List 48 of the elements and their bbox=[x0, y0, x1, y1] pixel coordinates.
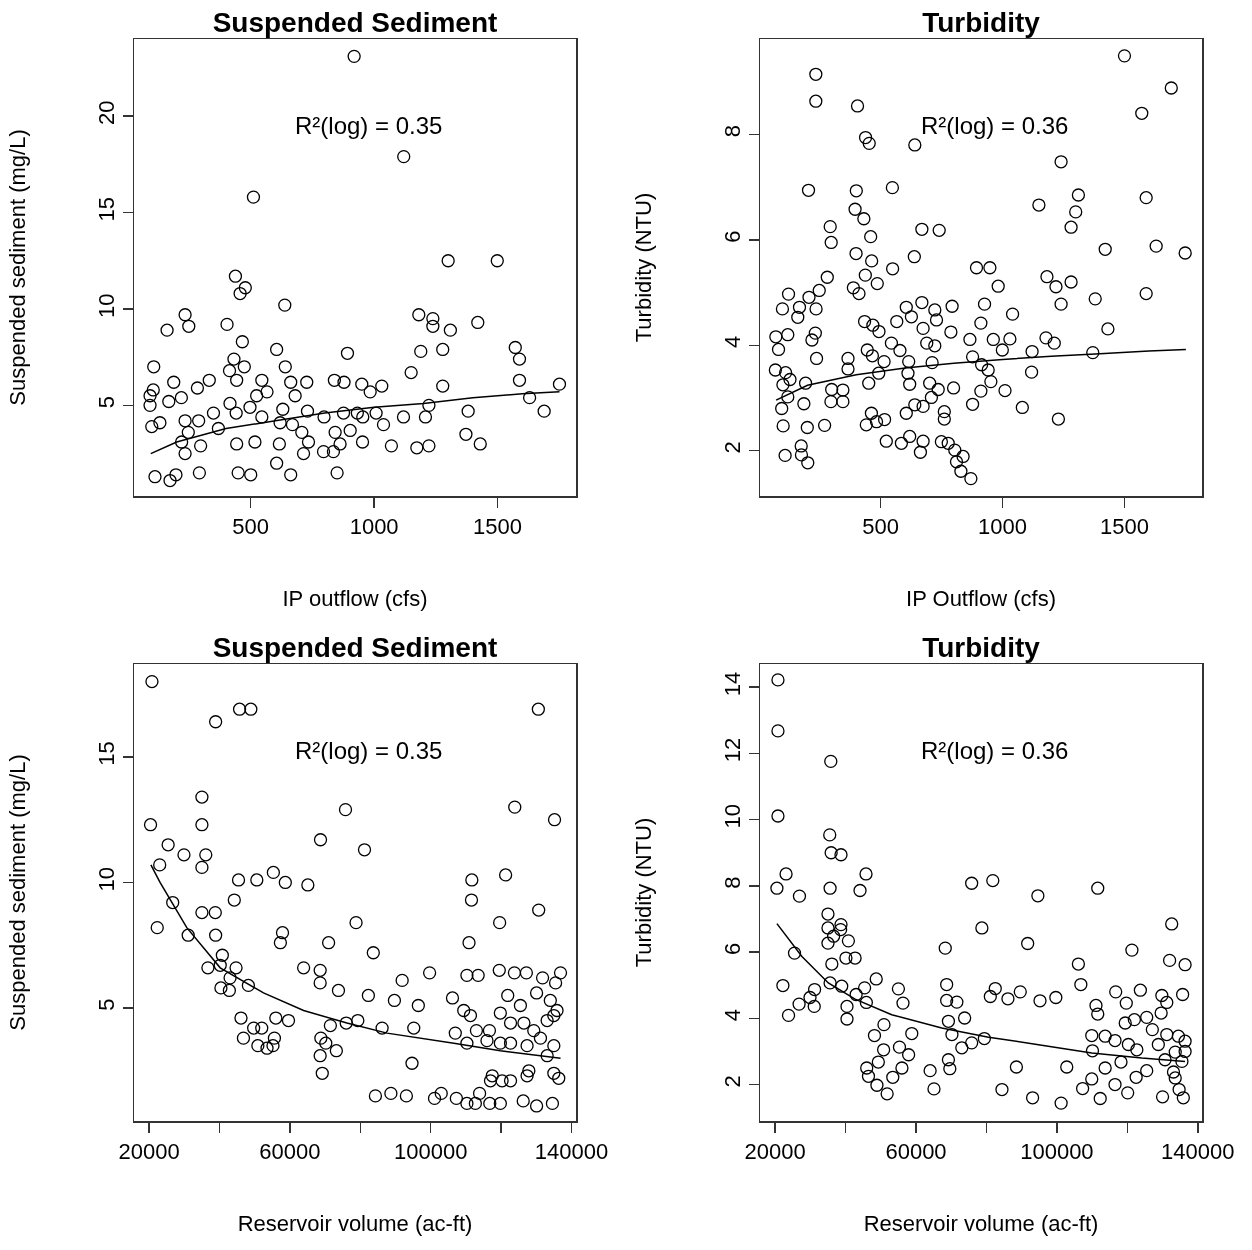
y-tick-label: 6 bbox=[719, 942, 745, 955]
x-tick-label: 1000 bbox=[349, 513, 399, 539]
x-tick-label: 1000 bbox=[978, 513, 1028, 539]
y-axis-title: Turbidity (NTU) bbox=[630, 817, 656, 968]
y-tick-label: 4 bbox=[719, 1008, 745, 1022]
x-tick-label: 500 bbox=[232, 513, 270, 539]
x-tick-label: 20000 bbox=[744, 1138, 806, 1164]
y-tick-label: 20 bbox=[93, 100, 119, 126]
annotation: R²(log) = 0.35 bbox=[295, 737, 443, 764]
y-tick-label: 5 bbox=[93, 998, 119, 1011]
x-tick-label: 60000 bbox=[259, 1138, 321, 1164]
y-tick-label: 15 bbox=[93, 197, 119, 222]
y-tick-label: 12 bbox=[719, 737, 745, 763]
y-tick-label: 2 bbox=[719, 1075, 745, 1088]
y-tick-label: 14 bbox=[719, 671, 745, 697]
chart-title: Turbidity bbox=[922, 6, 1041, 38]
x-tick-label: 1500 bbox=[473, 513, 522, 539]
x-tick-label: 60000 bbox=[885, 1138, 947, 1164]
x-axis-title: IP outflow (cfs) bbox=[282, 585, 428, 611]
annotation: R²(log) = 0.36 bbox=[921, 112, 1069, 139]
y-tick-label: 8 bbox=[719, 876, 745, 889]
y-tick-label: 2 bbox=[719, 441, 745, 454]
x-axis-title: Reservoir volume (ac-ft) bbox=[237, 1210, 473, 1236]
y-tick-label: 4 bbox=[719, 335, 745, 349]
y-axis-title: Suspended sediment (mg/L) bbox=[4, 754, 30, 1031]
x-tick-label: 500 bbox=[862, 513, 900, 539]
chart-title: Suspended Sediment bbox=[212, 631, 498, 663]
x-axis-title: IP Outflow (cfs) bbox=[906, 585, 1056, 611]
chart-title: Suspended Sediment bbox=[212, 6, 498, 38]
y-tick-label: 8 bbox=[719, 124, 745, 138]
y-tick-label: 10 bbox=[93, 293, 119, 318]
y-axis-title: Suspended sediment (mg/L) bbox=[4, 129, 30, 406]
x-tick-label: 1500 bbox=[1099, 513, 1149, 539]
y-tick-label: 5 bbox=[93, 395, 119, 409]
y-tick-label: 6 bbox=[719, 230, 745, 243]
y-axis-title: Turbidity (NTU) bbox=[630, 192, 656, 343]
x-tick-label: 140000 bbox=[1161, 1138, 1235, 1164]
x-tick-label: 20000 bbox=[118, 1138, 180, 1164]
x-axis-title: Reservoir volume (ac-ft) bbox=[863, 1210, 1099, 1236]
annotation: R²(log) = 0.35 bbox=[295, 112, 443, 139]
x-tick-label: 100000 bbox=[1020, 1138, 1094, 1164]
chart-title: Turbidity bbox=[922, 631, 1041, 663]
y-tick-label: 10 bbox=[93, 866, 119, 892]
x-tick-label: 140000 bbox=[534, 1138, 609, 1164]
y-tick-label: 15 bbox=[93, 741, 119, 766]
x-tick-label: 100000 bbox=[393, 1138, 468, 1164]
annotation: R²(log) = 0.36 bbox=[921, 737, 1069, 764]
y-tick-label: 10 bbox=[719, 804, 745, 829]
